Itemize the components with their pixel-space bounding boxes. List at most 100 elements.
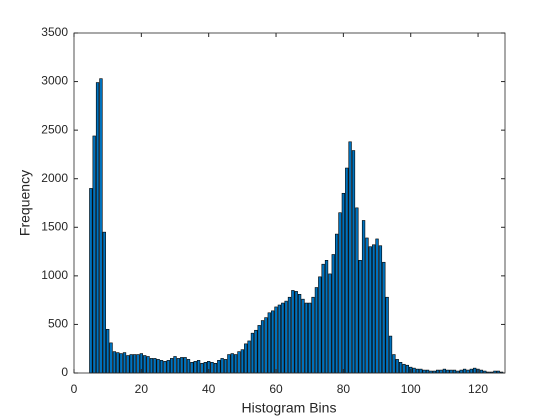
y-tick-label: 1000: [41, 268, 68, 282]
bar: [159, 360, 164, 374]
bar: [183, 357, 187, 374]
bar: [297, 294, 302, 374]
y-tick-label: 3000: [41, 74, 68, 88]
bar: [223, 359, 228, 374]
bar: [395, 359, 399, 374]
bar: [422, 369, 426, 374]
bar: [203, 362, 207, 374]
bar: [267, 312, 271, 374]
bar: [227, 354, 231, 374]
bar: [200, 362, 204, 374]
bar: [419, 368, 423, 374]
bar: [196, 360, 201, 374]
x-tick-label: 120: [468, 382, 488, 396]
bar: [466, 369, 470, 374]
bar: [153, 358, 157, 374]
bar: [237, 351, 241, 374]
bar: [392, 354, 396, 374]
bar: [254, 329, 258, 374]
bar: [166, 360, 170, 374]
y-tick-label: 2500: [41, 122, 68, 136]
bar: [446, 369, 450, 374]
bar: [257, 325, 261, 374]
y-tick-label: 500: [48, 317, 68, 331]
bar: [338, 212, 342, 374]
plot-box: [73, 32, 506, 374]
bar: [247, 340, 251, 374]
y-axis-label: Frequency: [17, 170, 33, 236]
x-tick-label: 60: [269, 382, 283, 396]
bar: [388, 335, 393, 374]
bar: [180, 357, 184, 374]
y-tick-label: 3500: [41, 25, 68, 39]
bar: [119, 353, 123, 374]
bar: [314, 287, 319, 374]
bar: [264, 317, 268, 374]
bar: [122, 352, 127, 374]
bar: [462, 368, 467, 374]
y-tick-label: 2000: [41, 171, 68, 185]
bar: [358, 260, 362, 374]
bar: [233, 354, 238, 374]
bar: [220, 358, 224, 374]
bar: [415, 368, 420, 374]
y-tick-label: 0: [61, 365, 68, 379]
bar: [321, 263, 325, 374]
bar: [375, 238, 379, 374]
x-tick-label: 40: [202, 382, 216, 396]
bar: [136, 354, 140, 374]
bar: [156, 359, 160, 374]
bar: [402, 363, 406, 374]
bar: [277, 304, 282, 374]
bar: [439, 369, 443, 374]
bar: [132, 354, 137, 374]
bar: [469, 368, 473, 374]
bar: [368, 246, 372, 374]
bar: [170, 358, 174, 374]
x-tick-label: 0: [71, 382, 78, 396]
bar: [365, 237, 369, 374]
bar: [99, 78, 103, 374]
bar: [186, 359, 191, 374]
bar: [436, 369, 440, 374]
bar: [405, 364, 409, 374]
bar: [244, 343, 248, 374]
bar: [106, 328, 110, 374]
bar: [287, 296, 292, 374]
bar: [294, 291, 298, 374]
bar: [143, 355, 147, 374]
bar: [473, 367, 477, 374]
bar: [173, 356, 177, 374]
bar: [210, 362, 214, 374]
bar: [217, 360, 221, 374]
bar: [102, 231, 106, 374]
bar: [459, 369, 463, 374]
bar: [109, 342, 113, 374]
bar: [479, 369, 484, 374]
bar: [250, 332, 255, 374]
bar: [334, 233, 339, 374]
bar: [89, 188, 93, 374]
bar: [378, 245, 383, 374]
bar: [398, 362, 403, 374]
bar: [341, 192, 346, 374]
bar: [345, 167, 349, 374]
bar: [331, 254, 335, 374]
bar: [304, 302, 308, 374]
bar: [230, 353, 234, 374]
bar: [92, 135, 96, 374]
bar: [348, 141, 352, 374]
bar: [163, 361, 167, 374]
bar: [372, 244, 376, 374]
bar: [193, 361, 197, 374]
bar: [146, 356, 150, 374]
bar: [95, 82, 100, 374]
bar: [271, 310, 275, 374]
bar: [116, 352, 120, 374]
x-axis-label: Histogram Bins: [242, 400, 337, 416]
bar: [385, 296, 389, 374]
bar: [149, 358, 154, 374]
bar: [351, 150, 356, 374]
